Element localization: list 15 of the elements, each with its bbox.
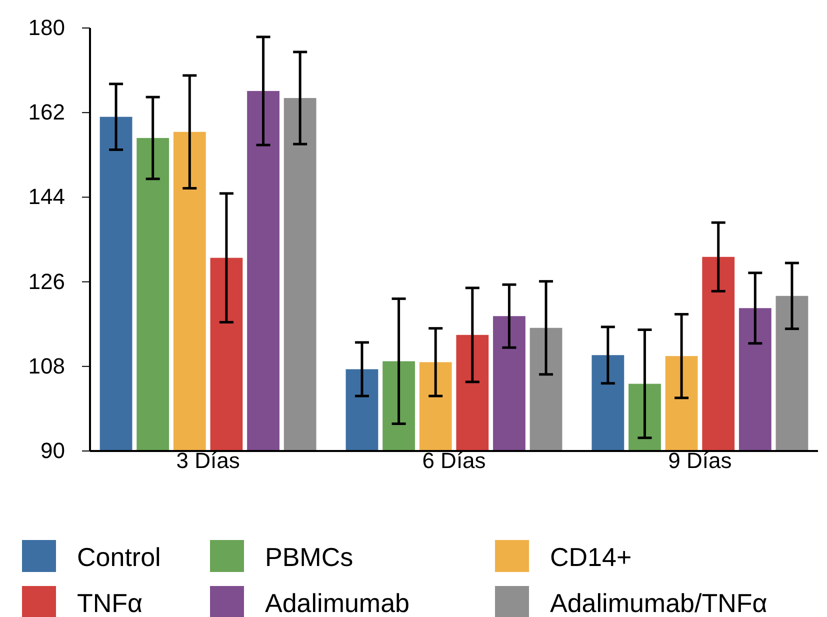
- legend-label: Adalimumab: [265, 588, 410, 617]
- legend-label: PBMCs: [265, 542, 354, 572]
- legend-label: CD14+: [550, 542, 632, 572]
- y-tick-label: 90: [40, 438, 65, 464]
- x-tick-label: 3 Días: [176, 448, 240, 473]
- y-tick-label: 162: [28, 100, 65, 125]
- legend-label: Adalimumab/TNFα: [550, 588, 768, 617]
- x-tick-label: 6 Días: [422, 448, 486, 473]
- y-tick-label: 144: [28, 184, 65, 210]
- x-tick-label: 9 Días: [668, 448, 732, 473]
- legend-label: TNFα: [77, 588, 143, 617]
- y-tick-label: 180: [28, 15, 65, 40]
- y-tick-label: 108: [28, 353, 65, 378]
- y-tick-label: 126: [28, 268, 65, 294]
- legend-label: Control: [77, 542, 161, 572]
